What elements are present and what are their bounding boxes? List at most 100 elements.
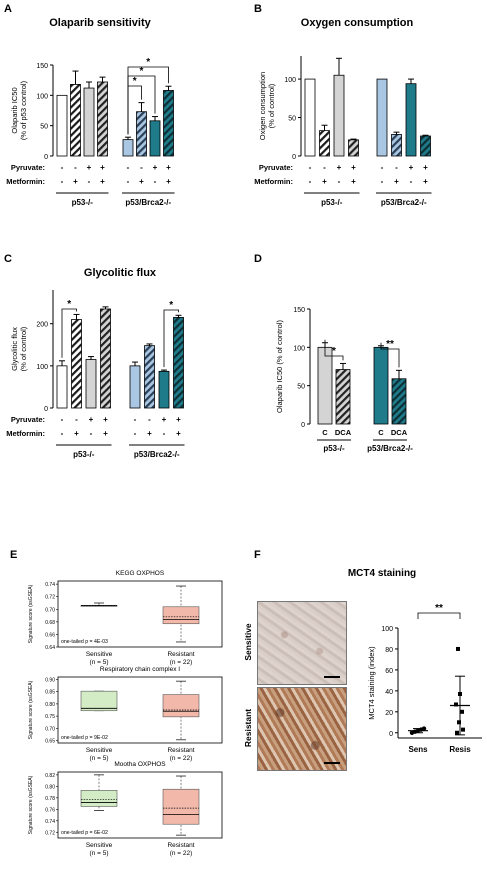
panel-letter-d: D	[254, 253, 262, 265]
n-label: (n = 5)	[90, 755, 109, 762]
bar	[149, 120, 161, 157]
bar	[71, 319, 82, 409]
pyruvate-sign: +	[351, 163, 356, 172]
pyruvate-label: Pyruvate:	[259, 163, 293, 172]
significance-star: *	[133, 76, 137, 87]
y-axis-label: (% of control)	[19, 326, 28, 371]
bar	[373, 346, 389, 425]
y-axis-label: Signature score (ssGSEA)	[28, 584, 34, 643]
metformin-sign: -	[309, 177, 312, 186]
chart-a-olaparib-sensitivity: 0 50 100 150 Olaparib IC50 (% of p53 control)…	[6, 57, 175, 207]
chart-e-signature-boxplots: KEGG OXPHOS 0.74 0.72 0.70 0.68 0.66 0.64 one-t…	[28, 570, 223, 857]
metformin-label: Metformin:	[6, 429, 45, 438]
group-label-brca2: p53/Brca2-/-	[125, 198, 171, 207]
panel-a-title: Olaparib sensitivity	[49, 17, 151, 29]
y-tick-label: 50	[40, 124, 48, 131]
row-label-sensitive: Sensitive	[243, 623, 253, 661]
metformin-sign: +	[351, 177, 356, 186]
metformin-sign: -	[381, 177, 384, 186]
x-category-label: Sensitive	[86, 747, 113, 754]
metformin-sign: +	[139, 177, 144, 186]
pyruvate-sign: +	[162, 415, 167, 424]
x-category-label: C	[322, 428, 328, 437]
box	[80, 790, 118, 807]
boxplot-frame	[57, 771, 223, 839]
bar	[376, 78, 388, 157]
y-tick-label: 0.80	[45, 702, 55, 708]
pyruvate-sign: -	[61, 163, 64, 172]
x-category-label: Sensitive	[86, 651, 113, 658]
pyruvate-sign: +	[423, 163, 428, 172]
bar	[56, 94, 68, 157]
bar	[391, 134, 402, 157]
pyruvate-sign: +	[87, 163, 92, 172]
significance-star: *	[67, 299, 71, 310]
bar	[348, 139, 359, 157]
pyruvate-sign: +	[166, 163, 171, 172]
bar	[56, 365, 68, 409]
bar	[122, 139, 134, 157]
panel-letter-c: C	[4, 253, 12, 265]
metformin-sign: -	[134, 429, 137, 438]
bar	[391, 378, 407, 425]
y-tick-label: 100	[36, 364, 48, 371]
significance-bracket	[380, 342, 400, 368]
boxplot-frame	[57, 676, 223, 744]
p-value: one-tailed p = 9E-02	[61, 735, 108, 741]
panel-c-title: Glycolitic flux	[84, 267, 157, 279]
pyruvate-sign: -	[395, 163, 398, 172]
bar	[319, 130, 330, 157]
n-label: (n = 5)	[90, 850, 109, 857]
bar	[163, 90, 174, 157]
pyruvate-sign: +	[176, 415, 181, 424]
significance-star: *	[169, 300, 173, 311]
box	[162, 606, 200, 625]
box	[80, 690, 118, 712]
p-value: one-tailed p = 6E-02	[61, 830, 108, 836]
y-tick-label: 0	[389, 731, 393, 738]
box	[162, 694, 200, 718]
y-tick-label: 0.78	[45, 796, 55, 802]
pyruvate-sign: -	[61, 415, 64, 424]
y-tick-label: 100	[381, 626, 393, 633]
sensitive-point	[421, 726, 427, 731]
y-tick-label: 100	[284, 77, 296, 84]
pyruvate-sign: +	[103, 415, 108, 424]
bar	[335, 369, 351, 425]
y-tick-label: 50	[288, 116, 296, 123]
x-category-label: C	[378, 428, 384, 437]
row-label-resistant: Resistant	[243, 709, 253, 747]
significance-star: *	[140, 66, 144, 77]
y-tick-label: 0.74	[45, 582, 55, 588]
y-tick-label: 0.72	[45, 830, 55, 836]
chart-b-oxygen-consumption: 0 50 100 Oxigen consumption (% of control) Py…	[254, 56, 432, 207]
bar	[333, 74, 345, 157]
y-axis-label: (% of p53 control)	[19, 80, 28, 140]
x-category-label: Resistant	[167, 747, 194, 754]
metformin-sign: -	[154, 177, 157, 186]
x-category-label: Resistant	[167, 842, 194, 849]
metformin-sign: -	[61, 429, 64, 438]
significance-bracket	[417, 612, 461, 619]
significance-star: *	[332, 346, 336, 357]
y-tick-label: 0.72	[45, 595, 55, 601]
significance-bracket	[163, 309, 179, 368]
bar	[100, 308, 111, 409]
resistant-point	[457, 720, 461, 725]
group-label-brca2: p53/Brca2-/-	[381, 198, 427, 207]
panel-letter-b: B	[254, 3, 262, 15]
resistant-tissue-image	[257, 687, 347, 771]
significance-bracket	[61, 308, 77, 358]
y-tick-label: 0.80	[45, 784, 55, 790]
p-value: one-tailed p = 4E-03	[61, 639, 108, 645]
boxplot-title: Mootha OXPHOS	[114, 761, 166, 768]
y-tick-label: 0.85	[45, 690, 55, 696]
metformin-sign: -	[61, 177, 64, 186]
significance-star: **	[435, 603, 443, 614]
y-axis-label: Olaparib IC50 (% of control)	[275, 320, 284, 413]
metformin-sign: +	[100, 177, 105, 186]
y-tick-label: 150	[293, 307, 305, 314]
pyruvate-sign: +	[409, 163, 414, 172]
boxplot-frame	[57, 580, 223, 648]
